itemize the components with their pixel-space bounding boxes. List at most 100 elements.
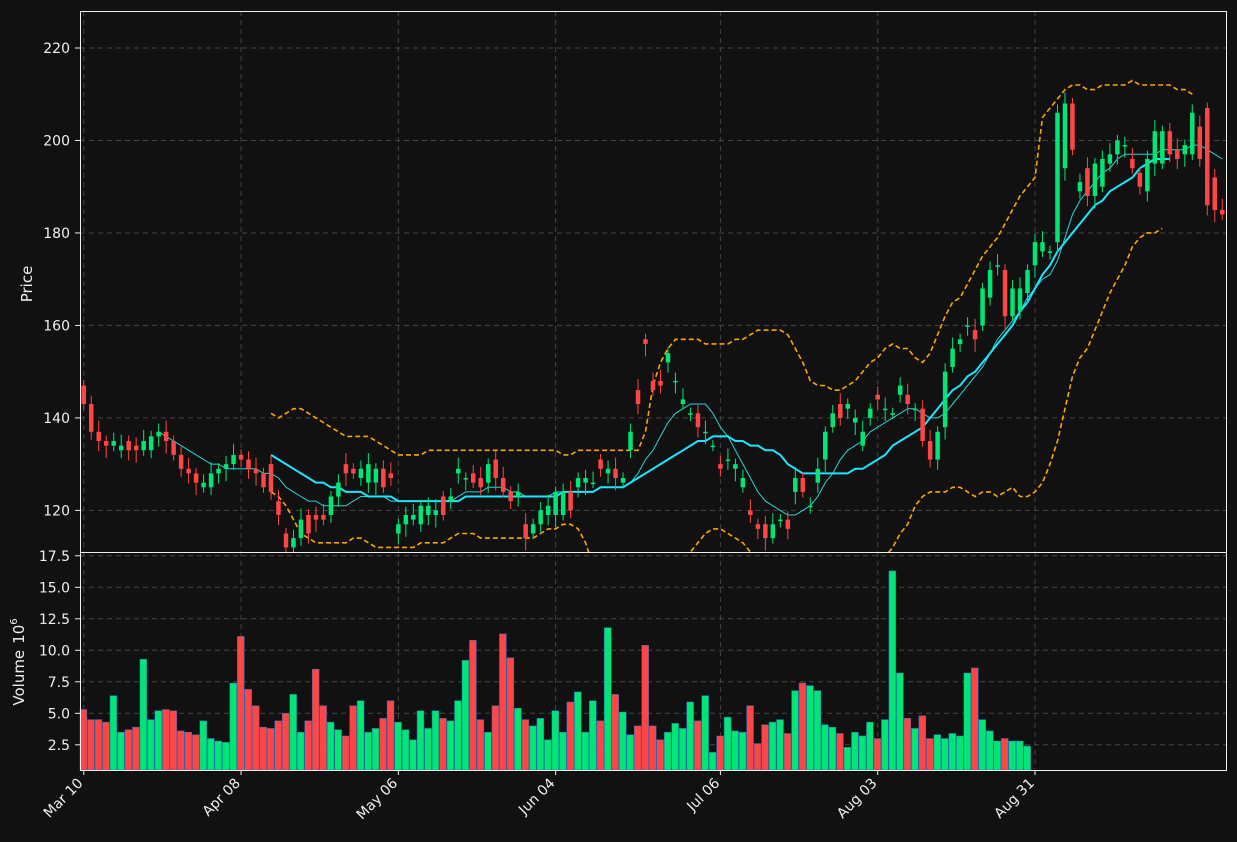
volume-tick-label: 12.5 [39,612,70,628]
price-tick-label: 140 [43,411,70,427]
volume-bar [903,718,912,771]
volume-bar [723,716,732,771]
volume-bars [79,570,1031,771]
volume-bar [132,726,140,771]
candle-body [201,482,206,488]
candle-body [733,464,738,469]
candle-body [186,468,191,474]
volume-bar [169,710,178,771]
volume-bar [214,740,222,771]
candle-body [538,510,543,525]
volume-bar [971,667,979,771]
volume-bar [416,710,425,771]
candle-body [141,441,146,451]
candle-body [1152,131,1158,164]
bollinger-bands [270,79,1193,552]
volume-bar [267,728,275,771]
volume-bar [671,723,679,771]
candle-body [545,505,551,516]
volume-bar [746,705,754,771]
candle-body [381,468,386,488]
candle-body [373,468,379,483]
volume-bar [289,694,297,771]
candle-body [216,468,221,474]
volume-tick-label: 15.0 [39,580,70,596]
candle-body [96,431,101,442]
volume-bar [401,729,410,771]
candle-body [343,464,349,474]
candle-body [1212,177,1218,210]
candle-body [515,491,521,497]
candle-body [1167,131,1173,155]
volume-bar [199,720,207,771]
volume-bar [79,709,88,771]
volume-bar [296,731,305,771]
candle-body [426,505,431,516]
candle-body [261,473,266,488]
candle-body [852,417,858,423]
volume-panel: 2.5 5.0 7.5 10.0 12.5 15.0 17.5 Volume106 [9,549,1226,771]
candle-body [882,408,888,411]
candle-body [111,441,116,446]
volume-bar [656,739,664,771]
candle-body [860,431,865,446]
volume-bar [551,710,560,771]
candle-body [1032,242,1038,266]
volume-tick-label: 2.5 [48,738,70,754]
volume-bar [476,719,485,771]
candle-body [935,431,940,460]
volume-bar [948,733,957,771]
candle-body [1055,112,1060,243]
candle-body [620,478,626,483]
candle-body [1040,242,1045,252]
candle-body [718,464,723,469]
price-tick-label: 180 [43,226,70,242]
ma-fast-line [158,144,1223,516]
volume-bar [1023,745,1031,771]
candle-body [1100,158,1105,187]
volume-bar [521,719,530,771]
volume-bar [1008,740,1016,771]
candle-body [163,431,169,442]
volume-bar [828,726,837,771]
candle-body [1025,269,1030,294]
candle-body [995,265,1000,267]
candle-body [770,524,776,539]
volume-bar [326,721,335,771]
volume-bar [701,695,709,771]
volume-bar [866,721,874,771]
candle-body [823,431,828,460]
volume-bar [222,742,230,771]
candlesticks [81,92,1225,552]
price-axis-label: Price [18,266,36,303]
candle-body [755,524,761,529]
volume-bar [589,700,597,771]
volume-bar [761,724,769,771]
candle-body [1047,251,1053,253]
volume-bar [716,735,724,771]
volume-tick-label: 17.5 [39,549,70,565]
candle-body [328,496,334,516]
volume-bar [536,718,545,771]
candle-body [493,459,498,479]
candle-body [208,473,214,488]
candle-body [276,501,281,516]
candle-body [972,330,978,340]
candle-body [927,441,933,460]
candle-body [1070,103,1075,150]
candle-body [418,505,424,525]
candle-body [575,478,581,488]
volume-tick-label: 7.5 [48,675,70,691]
candle-body [358,468,364,479]
volume-bar [619,711,627,771]
candle-body [1017,288,1023,312]
candle-body [336,482,341,497]
volume-bar [356,700,365,771]
candle-body [703,431,708,434]
candle-body [351,468,356,474]
candle-body [178,454,184,469]
volume-bar [956,735,964,771]
volume-bar [379,718,387,771]
candle-body [590,482,596,485]
volume-bar [484,731,492,771]
